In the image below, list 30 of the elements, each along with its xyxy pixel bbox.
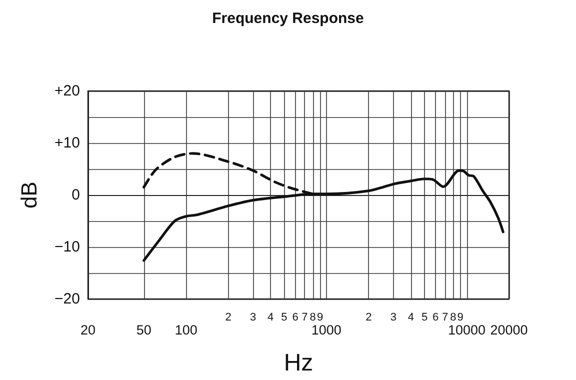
text: 6	[432, 312, 439, 324]
x-tick-label: 100	[174, 322, 198, 338]
x-tick-label: 20	[80, 322, 96, 338]
y-axis-title: dB	[16, 182, 42, 208]
text: 8	[310, 312, 316, 324]
x-tick-label: 20000	[490, 322, 528, 338]
text: 6	[292, 312, 298, 324]
text: 9	[457, 312, 464, 324]
text: 5	[421, 312, 428, 324]
text: 2	[366, 312, 372, 324]
text: 5	[281, 312, 288, 324]
y-tick-label: 0	[72, 186, 80, 204]
text: 3	[250, 312, 256, 324]
text: 7	[302, 312, 308, 324]
x-tick-label: 1000	[311, 322, 342, 338]
chart-title: Frequency Response	[212, 10, 364, 27]
text: 9	[316, 312, 324, 324]
text: 4	[268, 312, 274, 324]
x-tick-label: 50	[136, 322, 152, 338]
x-axis-title: Hz	[284, 350, 314, 376]
x-tick-label: 10000	[448, 322, 486, 338]
text: 8	[450, 312, 456, 324]
text: 4	[408, 312, 414, 324]
y-tick-label: +10	[54, 134, 80, 152]
y-tick-label: −20	[54, 290, 80, 308]
y-tick-label: −10	[54, 238, 80, 256]
text: 2	[225, 312, 232, 324]
text: 3	[390, 312, 396, 324]
text: 7	[442, 312, 448, 324]
y-tick-label: +20	[54, 82, 80, 100]
